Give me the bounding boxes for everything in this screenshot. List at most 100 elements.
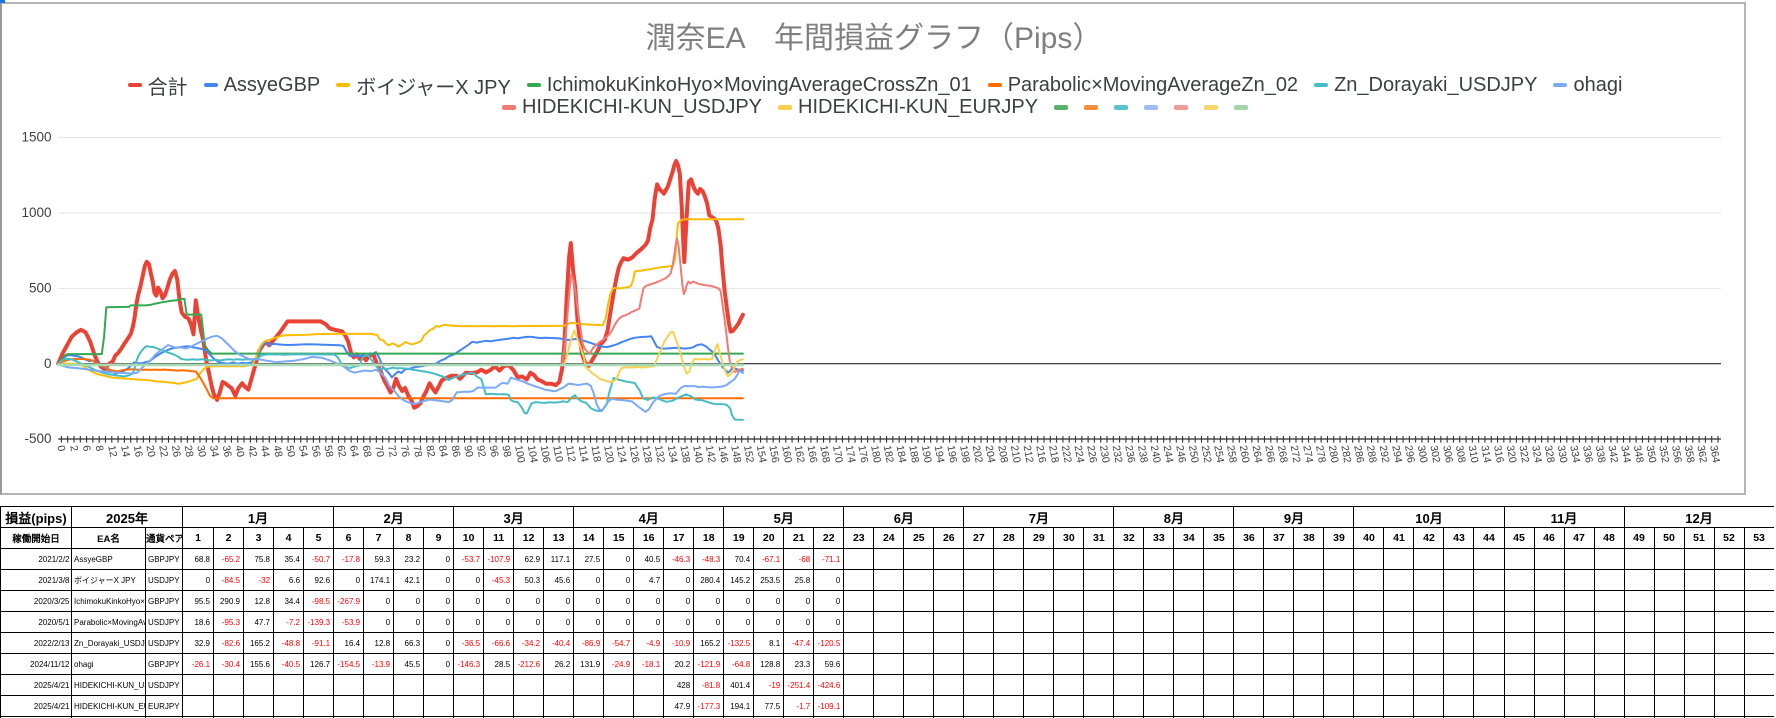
svg-text:208: 208	[995, 444, 1010, 463]
svg-text:56: 56	[309, 444, 323, 458]
svg-text:252: 252	[1199, 444, 1214, 463]
svg-text:344: 344	[1618, 444, 1633, 463]
svg-text:328: 328	[1542, 444, 1557, 463]
svg-text:124: 124	[614, 444, 629, 463]
svg-text:268: 268	[1275, 444, 1290, 463]
svg-text:154: 154	[754, 444, 769, 463]
svg-text:232: 232	[1110, 444, 1125, 463]
svg-text:330: 330	[1555, 444, 1570, 463]
svg-text:336: 336	[1580, 444, 1595, 463]
svg-text:338: 338	[1593, 444, 1608, 463]
svg-text:202: 202	[970, 444, 985, 463]
svg-text:1000: 1000	[21, 205, 51, 220]
svg-text:218: 218	[1046, 444, 1061, 463]
svg-text:134: 134	[665, 444, 680, 463]
svg-text:106: 106	[538, 444, 553, 463]
svg-text:238: 238	[1135, 444, 1150, 463]
svg-text:280: 280	[1326, 444, 1341, 463]
svg-text:34: 34	[207, 444, 221, 458]
svg-text:128: 128	[639, 444, 654, 463]
svg-text:110: 110	[550, 444, 565, 463]
svg-text:364: 364	[1707, 444, 1722, 463]
svg-text:112: 112	[563, 444, 578, 463]
svg-text:98: 98	[499, 444, 513, 458]
svg-text:342: 342	[1605, 444, 1620, 463]
svg-text:358: 358	[1682, 444, 1697, 463]
svg-text:350: 350	[1644, 444, 1659, 463]
svg-text:20: 20	[144, 444, 158, 458]
svg-text:58: 58	[322, 444, 336, 458]
svg-text:68: 68	[360, 444, 374, 458]
svg-text:296: 296	[1402, 444, 1417, 463]
svg-text:48: 48	[271, 444, 285, 458]
svg-text:250: 250	[1186, 444, 1201, 463]
svg-text:44: 44	[258, 444, 272, 458]
svg-text:282: 282	[1338, 444, 1353, 463]
svg-text:76: 76	[398, 444, 412, 458]
svg-text:28: 28	[182, 444, 196, 458]
svg-text:120: 120	[601, 444, 616, 463]
svg-text:0: 0	[44, 356, 52, 371]
svg-text:322: 322	[1516, 444, 1531, 463]
svg-text:272: 272	[1288, 444, 1303, 463]
svg-text:96: 96	[487, 444, 501, 458]
svg-text:196: 196	[944, 444, 959, 463]
svg-text:156: 156	[766, 444, 781, 463]
svg-text:302: 302	[1427, 444, 1442, 463]
svg-text:148: 148	[728, 444, 743, 463]
svg-text:118: 118	[588, 444, 603, 463]
svg-text:84: 84	[436, 444, 450, 458]
svg-text:236: 236	[1122, 444, 1137, 463]
svg-text:54: 54	[296, 444, 310, 458]
svg-text:40: 40	[233, 444, 247, 458]
svg-text:182: 182	[881, 444, 896, 463]
svg-text:230: 230	[1097, 444, 1112, 463]
svg-text:90: 90	[461, 444, 475, 458]
svg-text:362: 362	[1694, 444, 1709, 463]
svg-text:224: 224	[1072, 444, 1087, 463]
svg-text:64: 64	[347, 444, 361, 458]
svg-text:352: 352	[1656, 444, 1671, 463]
svg-text:286: 286	[1351, 444, 1366, 463]
svg-text:266: 266	[1262, 444, 1277, 463]
svg-text:170: 170	[830, 444, 845, 463]
svg-text:14: 14	[118, 444, 132, 458]
svg-text:274: 274	[1300, 444, 1315, 463]
svg-text:-500: -500	[24, 431, 51, 446]
svg-text:162: 162	[792, 444, 807, 463]
svg-text:42: 42	[245, 444, 259, 458]
svg-text:16: 16	[131, 444, 145, 458]
svg-text:216: 216	[1033, 444, 1048, 463]
svg-text:204: 204	[983, 444, 998, 463]
svg-text:26: 26	[169, 444, 183, 458]
svg-text:140: 140	[690, 444, 705, 463]
svg-text:310: 310	[1466, 444, 1481, 463]
svg-text:244: 244	[1161, 444, 1176, 463]
svg-text:12: 12	[105, 444, 119, 458]
svg-text:82: 82	[423, 444, 437, 458]
svg-text:36: 36	[220, 444, 234, 458]
svg-text:264: 264	[1250, 444, 1265, 463]
svg-text:50: 50	[283, 444, 297, 458]
svg-text:334: 334	[1567, 444, 1582, 463]
svg-text:174: 174	[843, 444, 858, 463]
svg-text:168: 168	[817, 444, 832, 463]
svg-text:126: 126	[627, 444, 642, 463]
svg-text:146: 146	[716, 444, 731, 463]
svg-text:292: 292	[1377, 444, 1392, 463]
svg-text:320: 320	[1504, 444, 1519, 463]
svg-text:6: 6	[80, 444, 93, 452]
svg-text:254: 254	[1211, 444, 1226, 463]
svg-text:114: 114	[576, 444, 591, 463]
svg-text:356: 356	[1669, 444, 1684, 463]
svg-text:348: 348	[1631, 444, 1646, 463]
svg-text:308: 308	[1453, 444, 1468, 463]
svg-text:180: 180	[868, 444, 883, 463]
svg-text:72: 72	[385, 444, 399, 458]
svg-text:70: 70	[372, 444, 386, 458]
svg-text:212: 212	[1021, 444, 1036, 463]
svg-text:176: 176	[855, 444, 870, 463]
svg-text:288: 288	[1364, 444, 1379, 463]
svg-text:22: 22	[156, 444, 170, 458]
svg-text:198: 198	[957, 444, 972, 463]
